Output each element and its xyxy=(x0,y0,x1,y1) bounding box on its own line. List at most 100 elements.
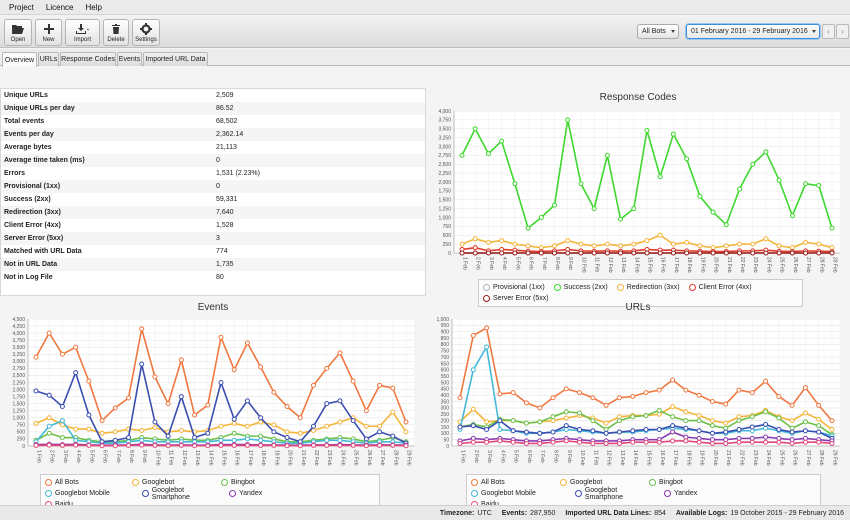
data-point[interactable] xyxy=(165,433,171,439)
data-point[interactable] xyxy=(271,429,277,435)
data-point[interactable] xyxy=(776,250,782,256)
settings-button[interactable]: Settings xyxy=(132,19,160,46)
data-point[interactable] xyxy=(59,418,65,424)
stats-row[interactable]: Errors 1,531 (2.23%) xyxy=(1,167,425,180)
data-point[interactable] xyxy=(803,239,809,245)
data-point[interactable] xyxy=(470,439,476,445)
data-point[interactable] xyxy=(829,440,835,446)
data-point[interactable] xyxy=(33,354,39,360)
data-point[interactable] xyxy=(112,437,118,443)
data-point[interactable] xyxy=(736,387,742,393)
data-point[interactable] xyxy=(578,181,584,187)
data-point[interactable] xyxy=(684,250,690,256)
data-point[interactable] xyxy=(324,423,330,429)
data-point[interactable] xyxy=(311,382,316,388)
data-point[interactable] xyxy=(709,423,715,429)
data-point[interactable] xyxy=(139,361,145,367)
data-point[interactable] xyxy=(86,426,92,432)
data-point[interactable] xyxy=(763,236,769,242)
data-point[interactable] xyxy=(802,439,808,445)
data-point[interactable] xyxy=(73,426,79,432)
data-point[interactable] xyxy=(178,394,184,400)
data-point[interactable] xyxy=(537,419,543,425)
data-point[interactable] xyxy=(363,408,369,414)
data-point[interactable] xyxy=(311,423,316,429)
data-point[interactable] xyxy=(459,152,465,158)
data-point[interactable] xyxy=(563,409,569,415)
data-point[interactable] xyxy=(86,412,92,418)
data-point[interactable] xyxy=(763,378,769,384)
data-point[interactable] xyxy=(683,438,689,444)
data-point[interactable] xyxy=(616,440,622,446)
data-point[interactable] xyxy=(205,430,211,436)
data-point[interactable] xyxy=(324,401,330,407)
stats-row[interactable]: Success (2xx) 59,331 xyxy=(1,193,425,206)
data-point[interactable] xyxy=(590,428,596,434)
data-point[interactable] xyxy=(657,232,663,238)
data-point[interactable] xyxy=(244,398,250,404)
tab-events[interactable]: Events xyxy=(117,52,142,66)
data-point[interactable] xyxy=(683,418,689,424)
stats-row[interactable]: Average time taken (ms) 0 xyxy=(1,154,425,167)
data-point[interactable] xyxy=(73,442,79,448)
data-point[interactable] xyxy=(192,435,198,441)
data-point[interactable] xyxy=(126,435,131,441)
data-point[interactable] xyxy=(644,128,650,134)
data-point[interactable] xyxy=(829,250,835,256)
data-point[interactable] xyxy=(99,430,105,436)
data-point[interactable] xyxy=(763,250,769,256)
data-point[interactable] xyxy=(472,250,478,256)
stats-row[interactable]: Provisional (1xx) 0 xyxy=(1,180,425,193)
data-point[interactable] xyxy=(258,364,264,370)
tab-overview[interactable]: Overview xyxy=(2,52,37,67)
data-point[interactable] xyxy=(538,250,544,256)
data-point[interactable] xyxy=(99,418,105,424)
data-point[interactable] xyxy=(631,250,637,256)
data-point[interactable] xyxy=(205,443,211,449)
data-point[interactable] xyxy=(643,413,649,419)
data-point[interactable] xyxy=(657,250,663,256)
data-point[interactable] xyxy=(284,403,290,409)
data-point[interactable] xyxy=(523,440,529,446)
data-point[interactable] xyxy=(363,436,369,442)
data-point[interactable] xyxy=(112,405,118,411)
data-point[interactable] xyxy=(565,117,571,123)
data-point[interactable] xyxy=(178,442,184,448)
data-point[interactable] xyxy=(523,420,529,426)
data-point[interactable] xyxy=(59,435,65,441)
data-point[interactable] xyxy=(577,439,583,445)
data-point[interactable] xyxy=(499,238,505,244)
data-point[interactable] xyxy=(244,340,250,346)
data-point[interactable] xyxy=(244,423,250,429)
data-point[interactable] xyxy=(709,430,715,436)
data-point[interactable] xyxy=(46,392,52,398)
data-point[interactable] xyxy=(816,183,822,189)
data-point[interactable] xyxy=(46,442,52,448)
data-point[interactable] xyxy=(470,423,476,429)
data-point[interactable] xyxy=(244,442,250,448)
data-point[interactable] xyxy=(112,443,118,449)
data-point[interactable] xyxy=(390,442,396,448)
data-point[interactable] xyxy=(537,405,543,411)
data-point[interactable] xyxy=(218,442,224,448)
data-point[interactable] xyxy=(643,426,649,432)
data-point[interactable] xyxy=(46,330,52,336)
data-point[interactable] xyxy=(337,437,343,443)
new-button[interactable]: New xyxy=(35,19,62,46)
data-point[interactable] xyxy=(749,439,755,445)
data-point[interactable] xyxy=(497,438,503,444)
data-point[interactable] xyxy=(552,243,557,249)
data-point[interactable] xyxy=(350,442,356,448)
data-point[interactable] xyxy=(630,428,636,434)
data-point[interactable] xyxy=(618,250,624,256)
data-point[interactable] xyxy=(550,439,556,445)
data-point[interactable] xyxy=(816,402,822,408)
data-point[interactable] xyxy=(512,181,518,187)
data-point[interactable] xyxy=(258,437,264,443)
data-point[interactable] xyxy=(644,250,650,256)
data-point[interactable] xyxy=(591,206,597,212)
data-point[interactable] xyxy=(643,439,649,445)
data-point[interactable] xyxy=(776,439,782,445)
data-point[interactable] xyxy=(763,149,769,155)
data-point[interactable] xyxy=(284,443,290,449)
